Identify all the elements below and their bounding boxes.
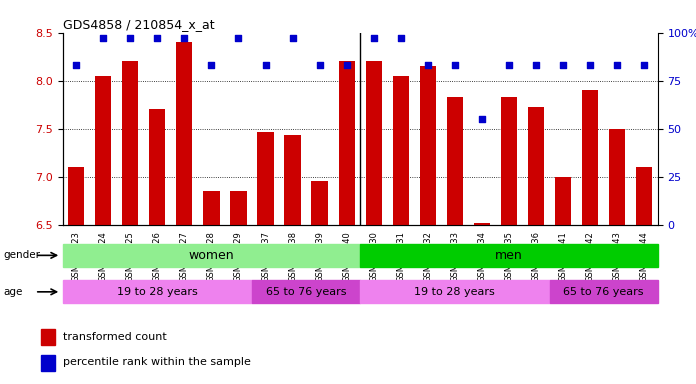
Text: 19 to 28 years: 19 to 28 years: [415, 287, 496, 297]
Text: GDS4858 / 210854_x_at: GDS4858 / 210854_x_at: [63, 18, 214, 31]
Bar: [474, 223, 490, 225]
Bar: [338, 61, 355, 225]
Point: [422, 62, 434, 68]
Point: [260, 62, 271, 68]
Bar: [63, 280, 252, 303]
Bar: [258, 132, 274, 225]
Point: [70, 62, 81, 68]
Text: 65 to 76 years: 65 to 76 years: [563, 287, 644, 297]
Bar: [361, 244, 658, 267]
Bar: [95, 76, 111, 225]
Bar: [365, 61, 382, 225]
Text: 65 to 76 years: 65 to 76 years: [266, 287, 347, 297]
Bar: [636, 167, 652, 225]
Bar: [230, 191, 246, 225]
Bar: [528, 107, 544, 225]
Point: [395, 35, 406, 41]
Bar: [555, 177, 571, 225]
Bar: [361, 280, 550, 303]
Text: men: men: [495, 249, 523, 262]
Point: [639, 62, 650, 68]
Bar: [68, 167, 84, 225]
Point: [233, 35, 244, 41]
Bar: [252, 280, 361, 303]
Text: 19 to 28 years: 19 to 28 years: [117, 287, 198, 297]
Bar: [63, 244, 361, 267]
Text: gender: gender: [3, 250, 40, 260]
Point: [314, 62, 325, 68]
Point: [585, 62, 596, 68]
Point: [450, 62, 461, 68]
Point: [557, 62, 569, 68]
Point: [476, 116, 487, 122]
Bar: [312, 182, 328, 225]
Text: age: age: [3, 287, 23, 297]
Bar: [149, 109, 166, 225]
Point: [612, 62, 623, 68]
Bar: [285, 136, 301, 225]
Text: percentile rank within the sample: percentile rank within the sample: [63, 358, 251, 367]
Point: [287, 35, 298, 41]
Bar: [393, 76, 409, 225]
Text: women: women: [189, 249, 235, 262]
Bar: [501, 97, 517, 225]
Bar: [447, 97, 463, 225]
Point: [97, 35, 109, 41]
Bar: [203, 191, 219, 225]
Bar: [550, 280, 658, 303]
Point: [125, 35, 136, 41]
Bar: [122, 61, 139, 225]
Point: [530, 62, 541, 68]
Point: [206, 62, 217, 68]
Point: [152, 35, 163, 41]
Bar: [41, 329, 55, 345]
Point: [179, 35, 190, 41]
Point: [341, 62, 352, 68]
Point: [368, 35, 379, 41]
Bar: [41, 355, 55, 371]
Point: [503, 62, 514, 68]
Bar: [582, 90, 598, 225]
Bar: [609, 129, 625, 225]
Bar: [176, 42, 193, 225]
Bar: [420, 66, 436, 225]
Text: transformed count: transformed count: [63, 331, 167, 342]
